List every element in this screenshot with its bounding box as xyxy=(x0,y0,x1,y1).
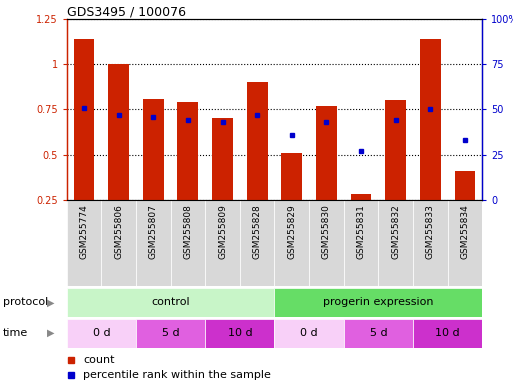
Text: ▶: ▶ xyxy=(47,328,54,338)
Bar xyxy=(378,200,413,286)
Bar xyxy=(136,200,170,286)
Bar xyxy=(67,200,101,286)
Text: control: control xyxy=(151,297,190,308)
Text: GSM255832: GSM255832 xyxy=(391,204,400,259)
Bar xyxy=(447,200,482,286)
Text: 0 d: 0 d xyxy=(92,328,110,338)
Text: GSM255808: GSM255808 xyxy=(183,204,192,259)
Bar xyxy=(67,319,136,348)
Text: count: count xyxy=(83,355,115,365)
Bar xyxy=(143,99,164,200)
Bar xyxy=(344,319,413,348)
Bar xyxy=(274,288,482,317)
Text: GSM255774: GSM255774 xyxy=(80,204,89,259)
Text: GSM255829: GSM255829 xyxy=(287,204,297,259)
Text: percentile rank within the sample: percentile rank within the sample xyxy=(83,370,271,381)
Text: GSM255834: GSM255834 xyxy=(460,204,469,259)
Bar xyxy=(344,200,378,286)
Bar xyxy=(413,200,447,286)
Bar xyxy=(205,319,274,348)
Bar xyxy=(240,200,274,286)
Text: 0 d: 0 d xyxy=(300,328,318,338)
Bar xyxy=(67,288,274,317)
Bar xyxy=(274,319,344,348)
Text: GSM255831: GSM255831 xyxy=(357,204,366,259)
Bar xyxy=(73,39,94,200)
Bar xyxy=(247,83,268,200)
Text: GSM255807: GSM255807 xyxy=(149,204,158,259)
Text: progerin expression: progerin expression xyxy=(323,297,433,308)
Bar xyxy=(309,200,344,286)
Text: 10 d: 10 d xyxy=(435,328,460,338)
Bar xyxy=(316,106,337,200)
Bar xyxy=(212,119,233,200)
Bar xyxy=(205,200,240,286)
Text: protocol: protocol xyxy=(3,297,48,308)
Text: ▶: ▶ xyxy=(47,297,54,308)
Bar xyxy=(350,194,371,200)
Bar xyxy=(136,319,205,348)
Bar xyxy=(420,39,441,200)
Text: GDS3495 / 100076: GDS3495 / 100076 xyxy=(67,5,186,18)
Bar xyxy=(281,153,302,200)
Text: time: time xyxy=(3,328,28,338)
Text: GSM255806: GSM255806 xyxy=(114,204,123,259)
Text: GSM255828: GSM255828 xyxy=(252,204,262,259)
Bar xyxy=(170,200,205,286)
Bar xyxy=(108,65,129,200)
Bar xyxy=(385,101,406,200)
Text: 5 d: 5 d xyxy=(369,328,387,338)
Bar xyxy=(274,200,309,286)
Text: 10 d: 10 d xyxy=(227,328,252,338)
Text: 5 d: 5 d xyxy=(162,328,180,338)
Bar xyxy=(101,200,136,286)
Text: GSM255830: GSM255830 xyxy=(322,204,331,259)
Bar xyxy=(413,319,482,348)
Text: GSM255833: GSM255833 xyxy=(426,204,435,259)
Bar xyxy=(177,102,198,200)
Text: GSM255809: GSM255809 xyxy=(218,204,227,259)
Bar xyxy=(455,171,475,200)
